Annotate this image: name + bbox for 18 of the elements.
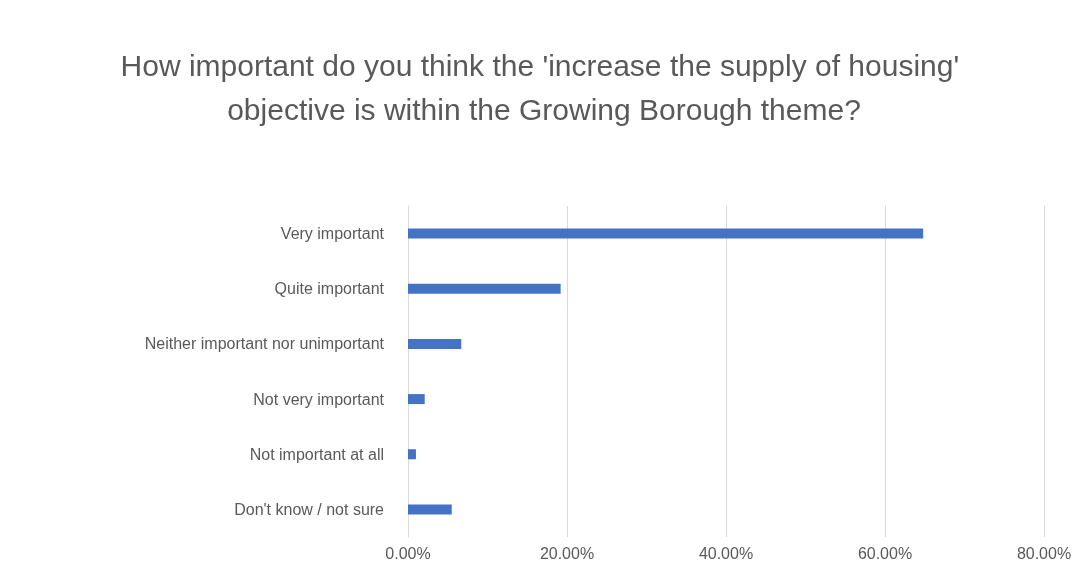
y-tick-label: Very important [280, 225, 385, 243]
y-tick-label: Don't know / not sure [234, 500, 385, 518]
y-tick-label: Quite important [274, 280, 385, 298]
bar [408, 228, 924, 239]
bar [408, 283, 561, 294]
x-tick-label: 60.00% [857, 544, 913, 562]
y-tick-label: Not very important [253, 390, 385, 408]
x-tick-label: 0.00% [385, 544, 431, 562]
x-tick-label: 40.00% [698, 544, 754, 562]
y-tick-label: Not important at all [249, 445, 384, 463]
bar [408, 449, 416, 460]
bar [408, 394, 425, 405]
x-tick-label: 80.00% [1016, 544, 1072, 562]
x-tick-label: 20.00% [539, 544, 595, 562]
y-tick-label: Neither important nor unimportant [144, 335, 385, 353]
bar [408, 338, 462, 349]
bar [408, 504, 452, 515]
chart-title: How important do you think the 'increase the supply of housing' objective is within the Growing Borough theme? [120, 48, 968, 126]
